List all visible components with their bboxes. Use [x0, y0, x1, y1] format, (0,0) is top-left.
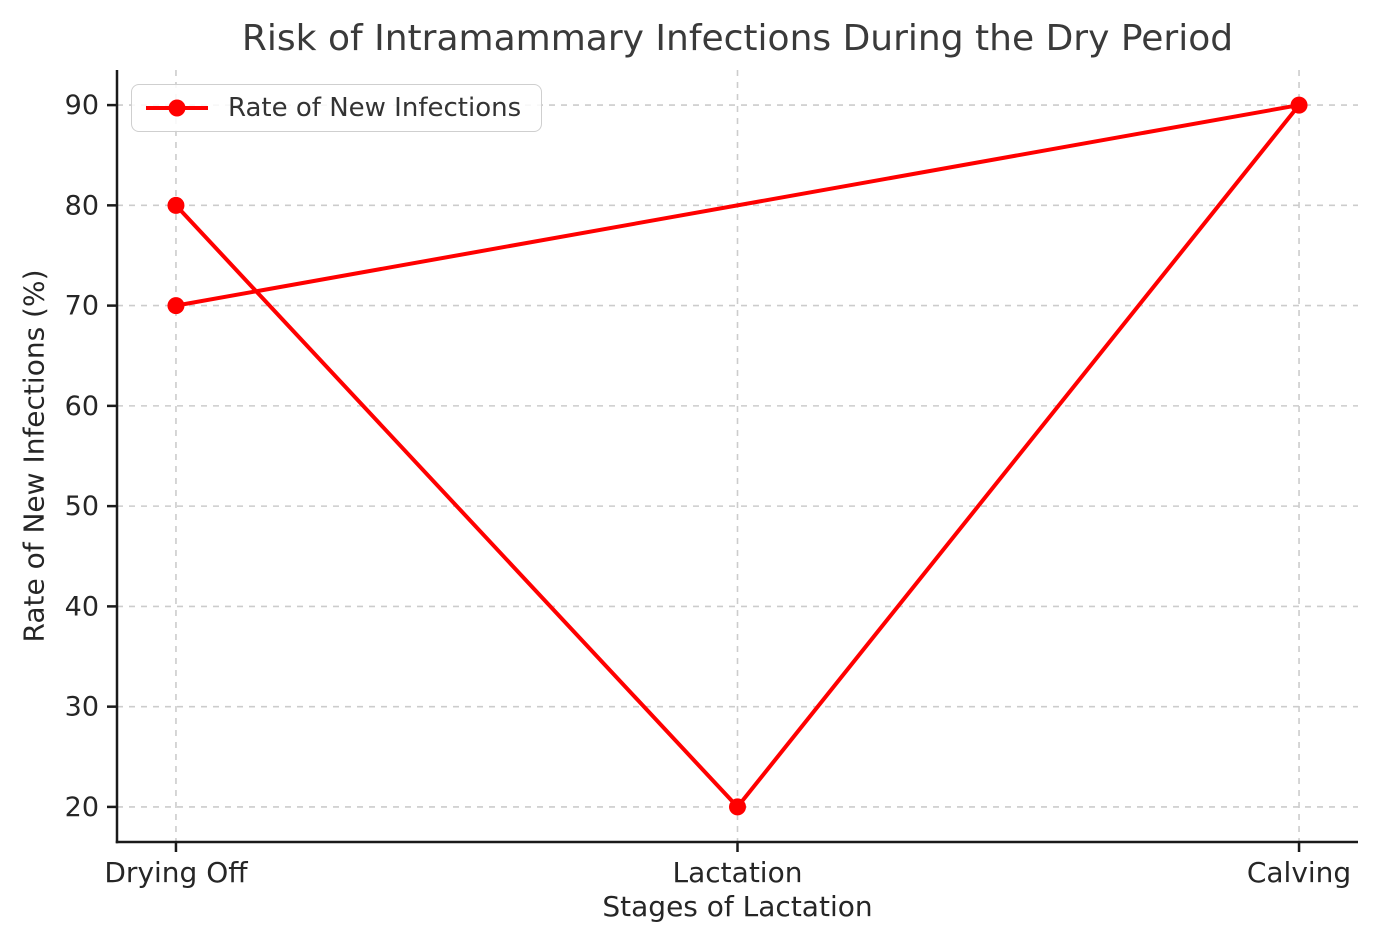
legend: Rate of New Infections — [131, 84, 543, 132]
data-point-marker — [1290, 96, 1308, 114]
data-point-marker — [729, 798, 746, 816]
x-tick-label: Calving — [1247, 856, 1351, 889]
legend-line-marker-swatch — [146, 99, 208, 117]
x-tick-label: Drying Off — [104, 856, 248, 889]
y-tick-label: 30 — [65, 692, 99, 723]
y-axis-label: Rate of New Infections (%) — [17, 269, 51, 643]
legend-dot-icon — [168, 99, 186, 117]
legend-entry-label: Rate of New Infections — [228, 93, 522, 123]
data-point-marker — [167, 297, 185, 315]
y-tick-label: 40 — [65, 591, 99, 622]
y-tick-label: 70 — [65, 291, 99, 322]
x-tick-label: Lactation — [673, 856, 803, 889]
series-line — [173, 103, 1302, 809]
y-tick-label: 80 — [65, 190, 99, 221]
chart-title: Risk of Intramammary Infections During t… — [241, 18, 1234, 59]
data-point-marker — [167, 196, 185, 214]
y-tick-label: 90 — [65, 90, 99, 121]
x-axis-label: Stages of Lactation — [602, 890, 873, 923]
y-tick-label: 20 — [65, 792, 99, 823]
y-tick-label: 60 — [65, 391, 99, 422]
y-tick-label: 50 — [65, 491, 99, 522]
